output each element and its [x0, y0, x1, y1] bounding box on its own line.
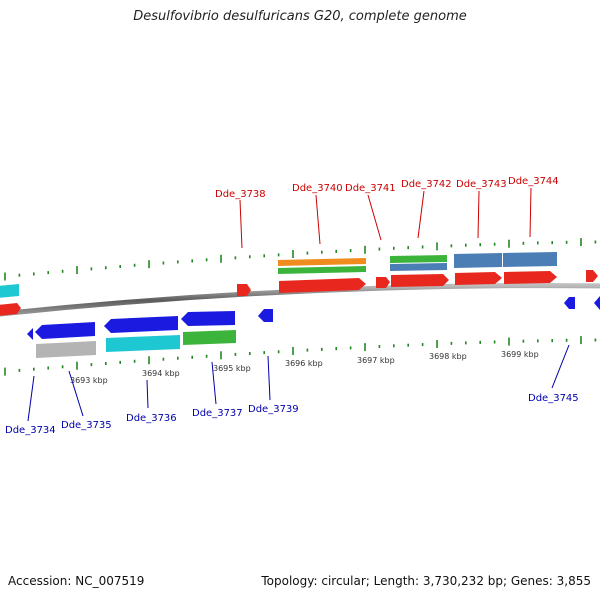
tick-label: 3697 kbp	[357, 356, 395, 365]
tick-label: 3694 kbp	[142, 369, 180, 378]
gene-feature	[237, 284, 251, 296]
gene-label: Dde_3740	[292, 183, 343, 194]
leader-line	[211, 361, 217, 405]
leader-line	[417, 190, 425, 239]
gene-feature	[390, 263, 447, 271]
tick-label: 3699 kbp	[501, 350, 539, 359]
leader-line	[529, 187, 532, 238]
gene-feature	[258, 309, 273, 322]
leader-line	[551, 344, 570, 389]
leader-line	[27, 375, 35, 422]
gene-feature	[586, 270, 598, 282]
leader-line	[367, 194, 382, 241]
leader-line	[146, 379, 149, 409]
gene-feature	[376, 277, 390, 288]
tick-label: 3696 kbp	[285, 359, 323, 368]
gene-feature	[504, 271, 557, 284]
gene-feature	[594, 296, 600, 310]
gene-feature	[181, 311, 235, 326]
gene-feature	[0, 303, 21, 316]
gene-feature	[0, 284, 19, 298]
gene-label: Dde_3735	[61, 420, 112, 431]
gene-label: Dde_3738	[215, 189, 266, 200]
gene-feature	[279, 278, 366, 293]
gene-feature	[503, 252, 557, 267]
gene-feature	[36, 341, 96, 358]
gene-feature	[183, 330, 236, 345]
accession-text: Accession: NC_007519	[8, 574, 145, 588]
tick-label: 3693 kbp	[70, 376, 108, 385]
tick-label: 3695 kbp	[213, 364, 251, 373]
top-gene-labels: Dde_3738 Dde_3740 Dde_3741 Dde_3742 Dde_…	[215, 176, 559, 200]
leader-line	[239, 199, 243, 249]
gene-feature	[564, 297, 575, 309]
gene-feature	[35, 322, 95, 339]
gene-label: Dde_3745	[528, 393, 579, 404]
map-title: Desulfovibrio desulfuricans G20, complet…	[133, 9, 467, 24]
gene-label: Dde_3741	[345, 183, 396, 194]
gene-feature	[391, 274, 449, 287]
gene-label: Dde_3736	[126, 413, 177, 424]
gene-feature	[454, 253, 502, 268]
gene-feature	[27, 328, 33, 340]
tick-label: 3698 kbp	[429, 352, 467, 361]
gene-label: Dde_3737	[192, 408, 243, 419]
gene-feature	[390, 255, 447, 263]
forward-strand-features	[0, 252, 598, 316]
genome-summary: Topology: circular; Length: 3,730,232 bp…	[261, 574, 591, 588]
gene-label: Dde_3734	[5, 425, 56, 436]
gene-feature	[455, 272, 502, 285]
gene-label: Dde_3744	[508, 176, 559, 187]
gene-label: Dde_3742	[401, 179, 452, 190]
leader-line	[68, 370, 84, 417]
gene-label: Dde_3739	[248, 404, 299, 415]
gene-feature	[104, 316, 178, 333]
bottom-gene-labels: Dde_3734 Dde_3735 Dde_3736 Dde_3737 Dde_…	[5, 393, 579, 436]
inner-scale-ticks	[4, 336, 597, 376]
reverse-strand-features	[27, 296, 600, 358]
gene-feature	[278, 266, 366, 274]
leader-line	[315, 194, 321, 245]
bottom-gene-leaders	[27, 344, 570, 422]
scale-labels: 3693 kbp 3694 kbp 3695 kbp 3696 kbp 3697…	[70, 350, 539, 385]
outer-scale-ticks	[4, 238, 597, 281]
gene-label: Dde_3743	[456, 179, 507, 190]
top-gene-leaders	[239, 187, 532, 249]
gene-feature	[278, 258, 366, 266]
leader-line	[477, 190, 480, 239]
leader-line	[267, 355, 271, 401]
gene-feature	[106, 335, 180, 352]
